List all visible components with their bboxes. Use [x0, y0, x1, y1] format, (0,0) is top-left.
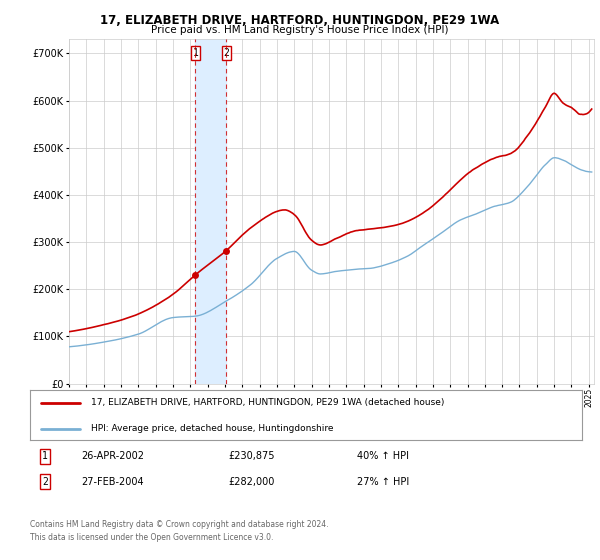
Bar	[196, 39, 226, 384]
Text: £282,000: £282,000	[228, 477, 274, 487]
Text: £230,875: £230,875	[228, 451, 275, 461]
Text: This data is licensed under the Open Government Licence v3.0.: This data is licensed under the Open Gov…	[30, 533, 274, 542]
Text: 40% ↑ HPI: 40% ↑ HPI	[357, 451, 409, 461]
Text: 26-APR-2002: 26-APR-2002	[81, 451, 144, 461]
Text: Price paid vs. HM Land Registry's House Price Index (HPI): Price paid vs. HM Land Registry's House …	[151, 25, 449, 35]
Text: 1: 1	[42, 451, 48, 461]
Text: 27% ↑ HPI: 27% ↑ HPI	[357, 477, 409, 487]
Text: 17, ELIZABETH DRIVE, HARTFORD, HUNTINGDON, PE29 1WA (detached house): 17, ELIZABETH DRIVE, HARTFORD, HUNTINGDO…	[91, 398, 444, 407]
Text: Contains HM Land Registry data © Crown copyright and database right 2024.: Contains HM Land Registry data © Crown c…	[30, 520, 329, 529]
Text: 2: 2	[42, 477, 48, 487]
Text: 17, ELIZABETH DRIVE, HARTFORD, HUNTINGDON, PE29 1WA: 17, ELIZABETH DRIVE, HARTFORD, HUNTINGDO…	[100, 14, 500, 27]
Text: 1: 1	[193, 48, 198, 58]
Text: HPI: Average price, detached house, Huntingdonshire: HPI: Average price, detached house, Hunt…	[91, 424, 333, 433]
Text: 27-FEB-2004: 27-FEB-2004	[81, 477, 143, 487]
Text: 2: 2	[223, 48, 229, 58]
